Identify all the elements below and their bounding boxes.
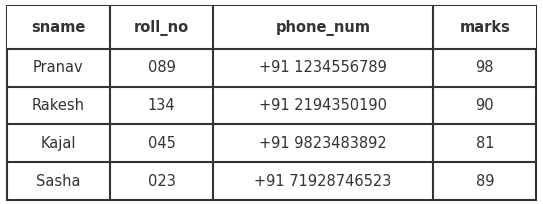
Text: 089: 089: [148, 60, 175, 75]
Text: +91 71928746523: +91 71928746523: [255, 174, 392, 188]
Text: roll_no: roll_no: [134, 20, 189, 35]
Text: Rakesh: Rakesh: [31, 98, 85, 113]
Bar: [7, 6, 536, 49]
Text: 90: 90: [476, 98, 494, 113]
Text: 81: 81: [476, 136, 494, 151]
Text: 045: 045: [148, 136, 175, 151]
Text: marks: marks: [459, 20, 510, 35]
Text: 89: 89: [476, 174, 494, 188]
Text: +91 1234556789: +91 1234556789: [259, 60, 387, 75]
Text: +91 9823483892: +91 9823483892: [260, 136, 387, 151]
Text: +91 2194350190: +91 2194350190: [259, 98, 387, 113]
Text: sname: sname: [31, 20, 85, 35]
Text: 023: 023: [148, 174, 175, 188]
Text: Kajal: Kajal: [40, 136, 76, 151]
Text: Pranav: Pranav: [33, 60, 84, 75]
Text: 134: 134: [148, 98, 175, 113]
Text: phone_num: phone_num: [276, 20, 371, 35]
Text: 98: 98: [476, 60, 494, 75]
Text: Sasha: Sasha: [36, 174, 80, 188]
